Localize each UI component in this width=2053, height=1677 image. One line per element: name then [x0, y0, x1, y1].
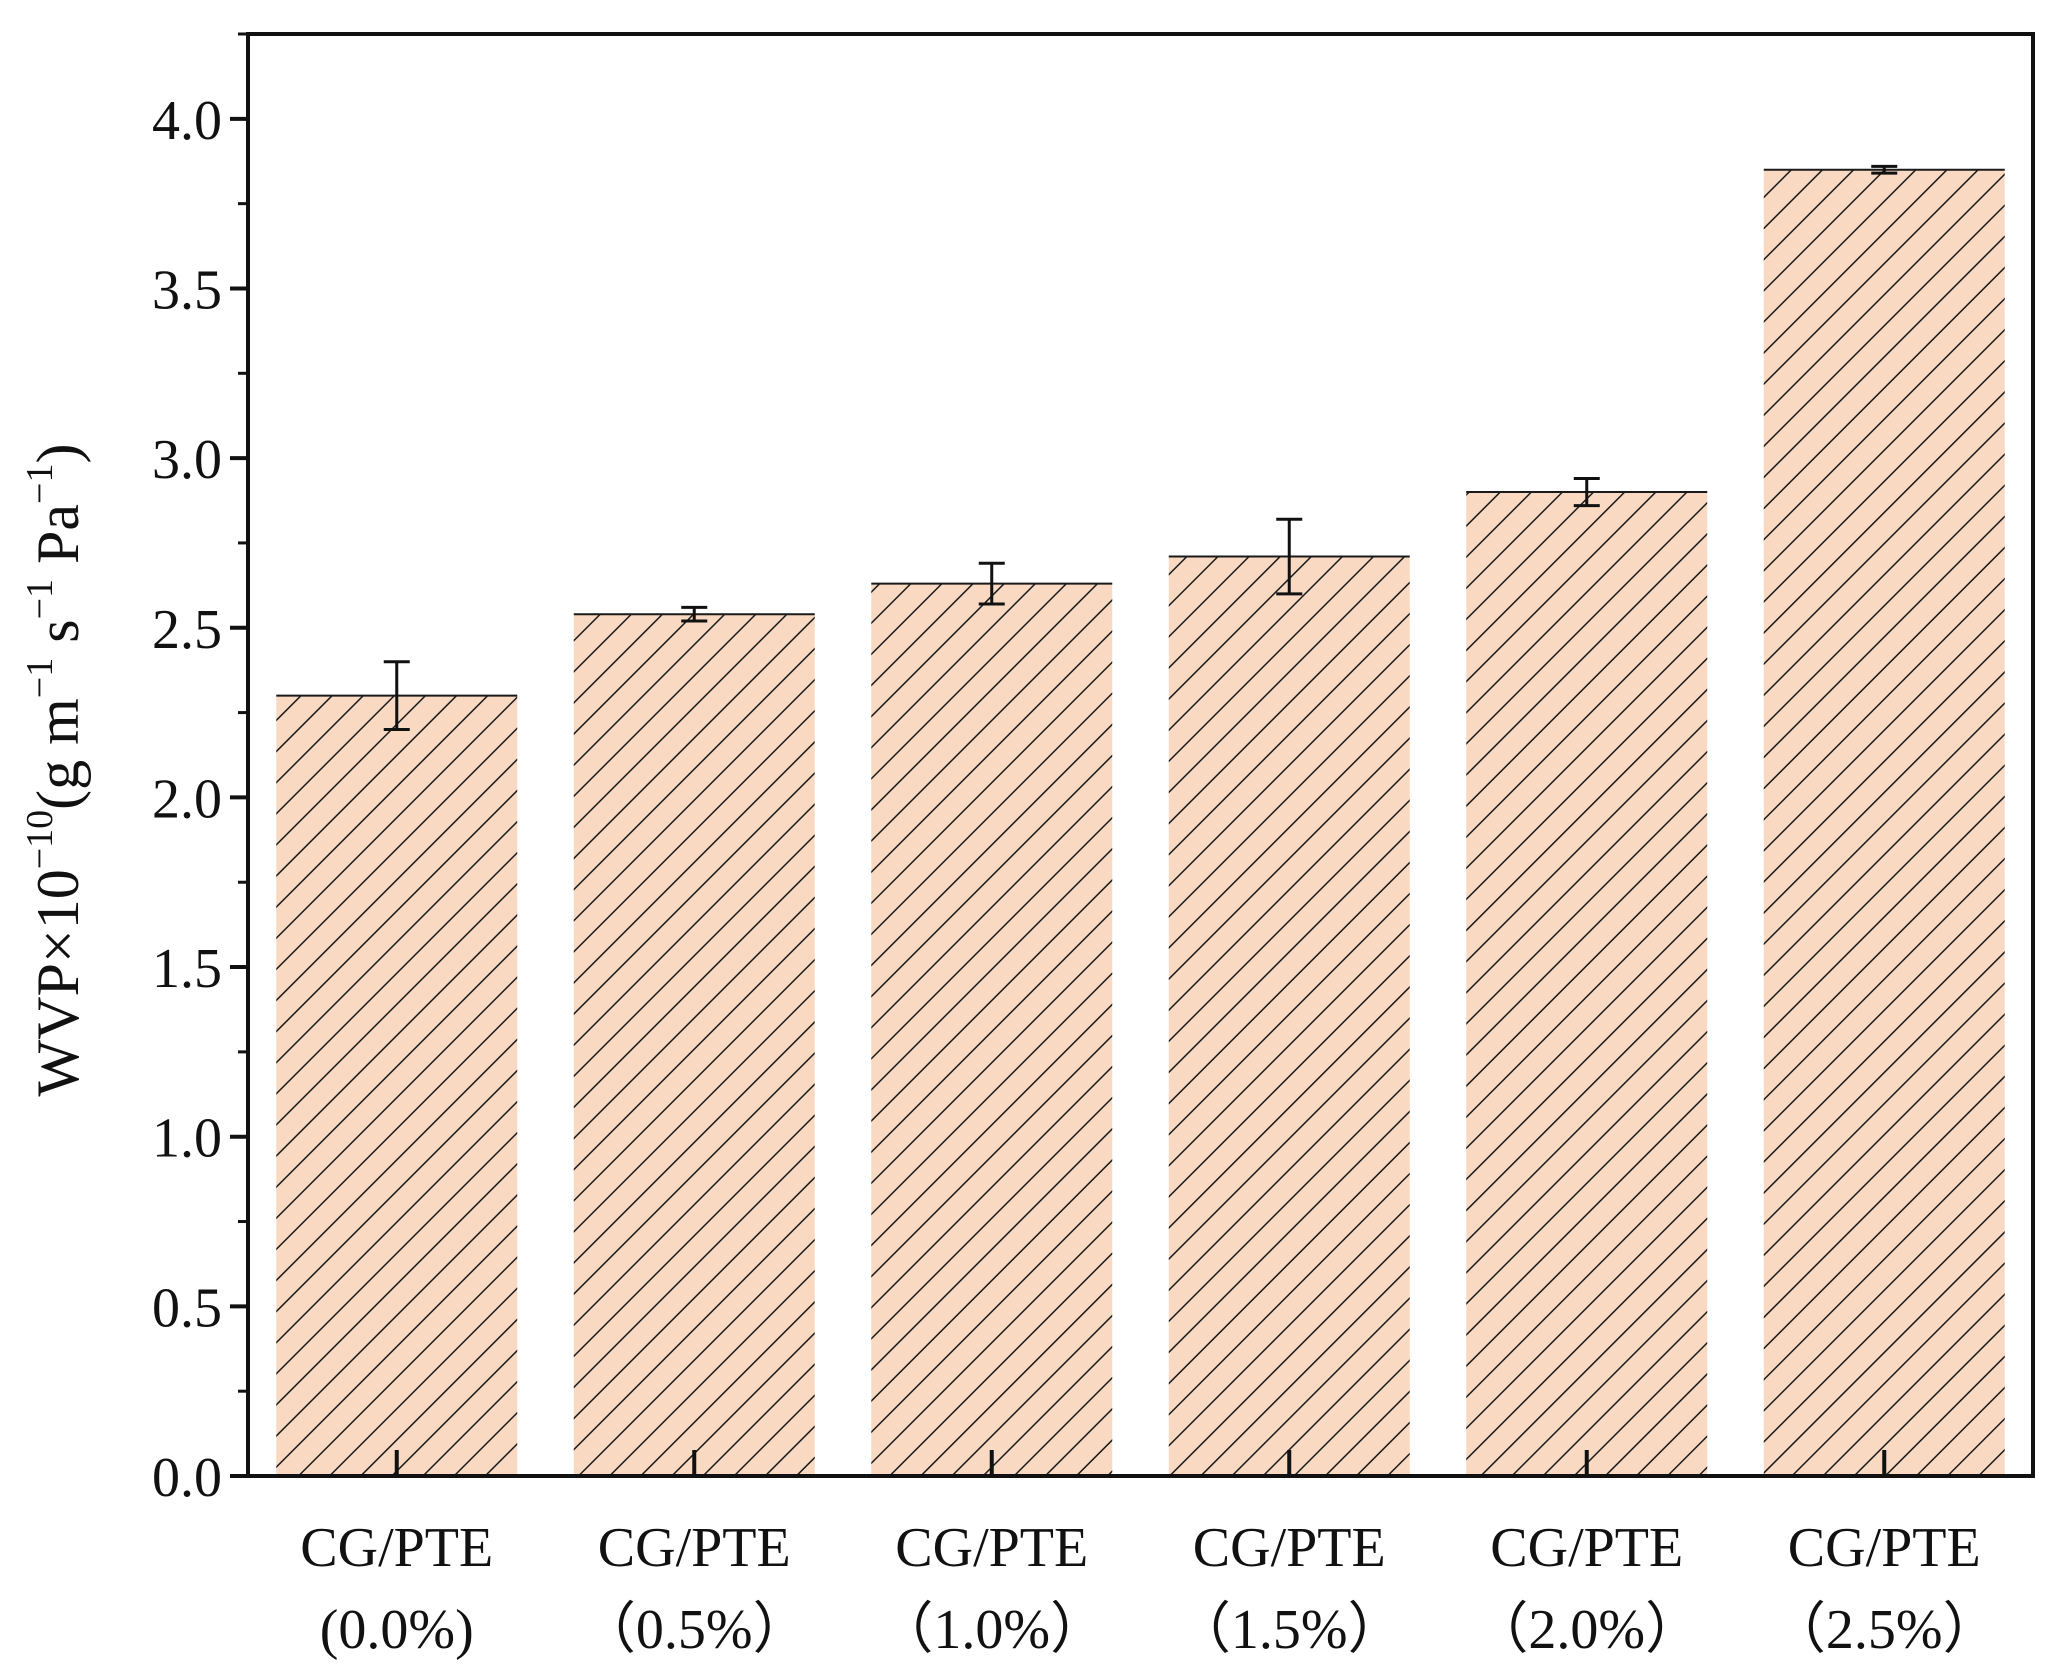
- x-tick-label-4: CG/PTE （2.0%）: [1472, 1517, 1701, 1661]
- y-tick-label-3: 1.5: [152, 938, 222, 1000]
- x-axis-labels: CG/PTE (0.0%) CG/PTE （0.5%） CG/PTE （1.0%） CG/P…: [300, 1517, 1998, 1661]
- y-tick-label-7: 3.5: [152, 259, 222, 321]
- x-tick-label-1: CG/PTE （0.5%）: [580, 1517, 809, 1661]
- bar-3: [1168, 556, 1410, 1476]
- error-bar-3: [1276, 517, 1303, 596]
- y-tick-label-6: 3.0: [152, 429, 222, 491]
- plot-frame: [246, 32, 2035, 1478]
- error-bar-2: [978, 561, 1005, 606]
- error-bars-group: [383, 164, 1898, 732]
- error-bar-4: [1573, 476, 1600, 508]
- y-axis-ticks: 0.0 0.5 1.0 1.5 2.0 2.5 3.0 3.5 4.0: [152, 32, 248, 1509]
- x-tick-label-3: CG/PTE （1.5%）: [1175, 1517, 1404, 1661]
- error-bar-0: [383, 660, 410, 732]
- bar-5: [1763, 169, 2005, 1476]
- y-axis-title: WVP×10−10(g m−1 s−1 Pa−1): [19, 444, 91, 1097]
- y-tick-label-1: 0.5: [152, 1277, 222, 1339]
- bar-2: [871, 583, 1113, 1476]
- bar-0: [276, 695, 518, 1476]
- x-tick-label-2: CG/PTE （1.0%）: [877, 1517, 1106, 1661]
- x-axis-ticks: [394, 1450, 1887, 1476]
- y-tick-label-5: 2.5: [152, 599, 222, 661]
- error-bar-5: [1871, 164, 1898, 175]
- y-tick-label-4: 2.0: [152, 768, 222, 830]
- error-bar-1: [681, 605, 708, 623]
- y-tick-label-8: 4.0: [152, 90, 222, 152]
- y-tick-label-0: 0.0: [152, 1447, 222, 1509]
- bar-1: [573, 614, 815, 1476]
- bars-group: [276, 168, 2005, 1476]
- x-tick-label-5: CG/PTE （2.5%）: [1770, 1517, 1999, 1661]
- x-tick-label-0: CG/PTE (0.0%): [300, 1517, 493, 1661]
- bar-4: [1466, 492, 1708, 1476]
- y-tick-label-2: 1.0: [152, 1108, 222, 1170]
